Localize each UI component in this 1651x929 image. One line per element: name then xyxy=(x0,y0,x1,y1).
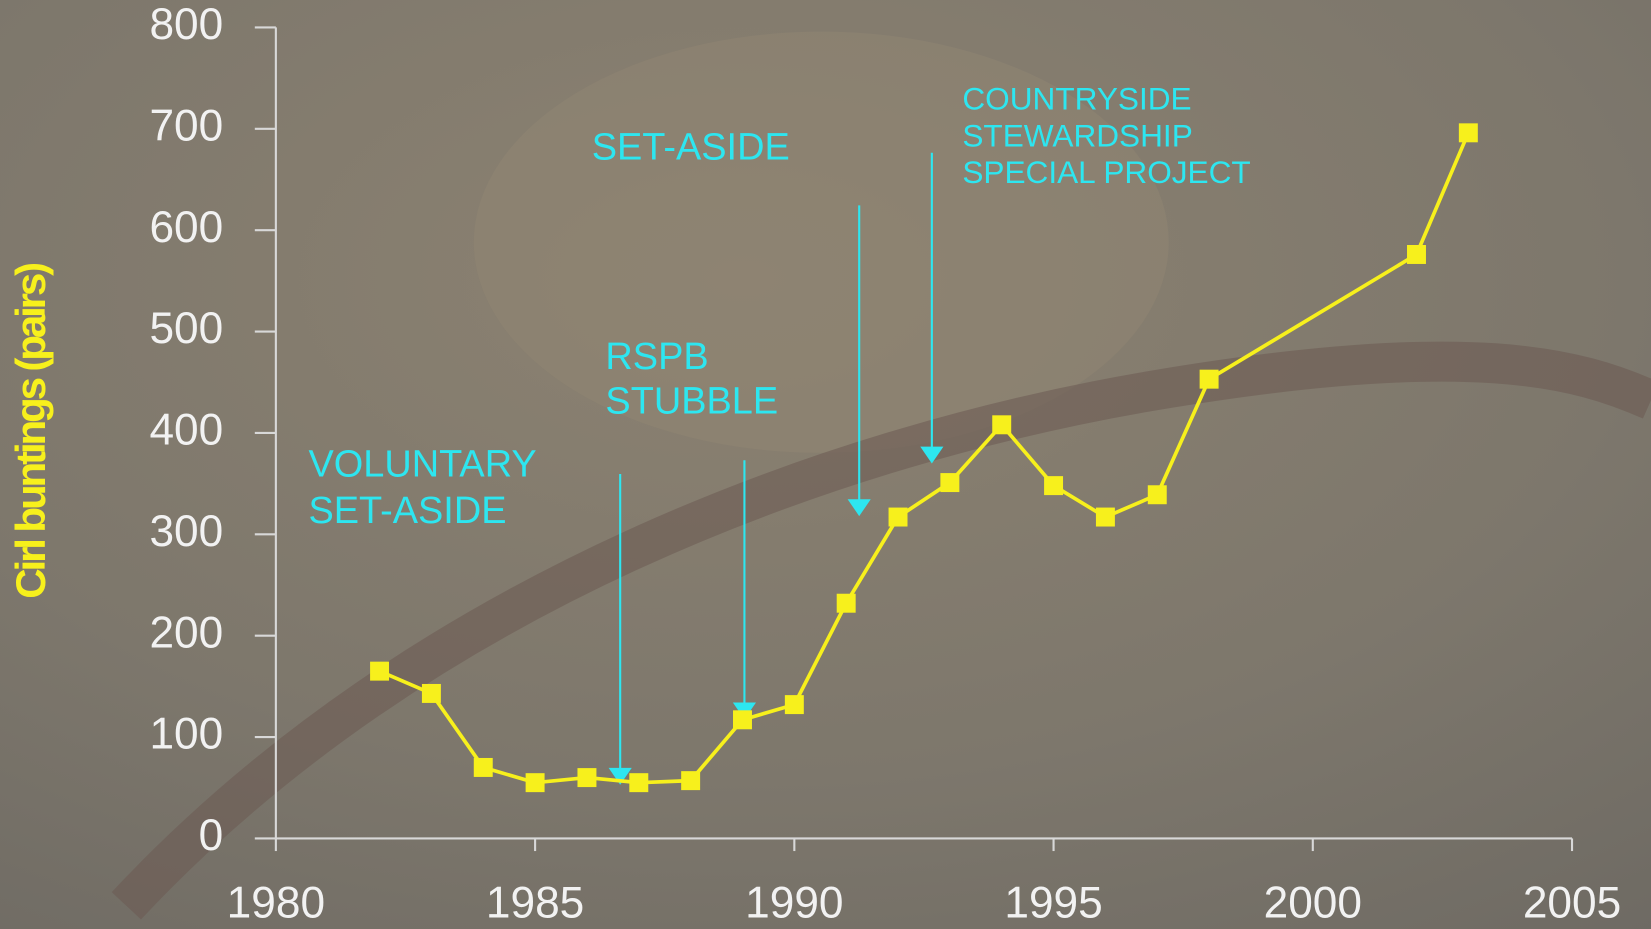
y-tick-label: 0 xyxy=(199,811,224,860)
data-point xyxy=(1407,245,1426,264)
y-tick-label: 800 xyxy=(149,0,223,49)
data-point xyxy=(422,684,441,703)
annotation-text: SET-ASIDE xyxy=(309,490,507,532)
y-tick-label: 300 xyxy=(149,507,223,556)
x-tick-label: 1985 xyxy=(486,879,584,928)
data-point xyxy=(629,773,648,792)
data-point xyxy=(681,771,700,790)
data-point xyxy=(370,662,389,681)
y-tick-label: 100 xyxy=(149,710,223,759)
x-tick-label: 2000 xyxy=(1264,879,1362,928)
annotation-text: STUBBLE xyxy=(605,380,778,422)
annotation-text: VOLUNTARY xyxy=(309,444,537,486)
data-point xyxy=(992,415,1011,434)
data-point xyxy=(577,768,596,787)
data-point xyxy=(785,695,804,714)
data-point xyxy=(889,508,908,527)
y-tick-label: 200 xyxy=(149,608,223,657)
chart: Cirl buntings (pairs) 0 100 200 300 400 500 60… xyxy=(0,0,1651,929)
data-point xyxy=(733,710,752,729)
data-point xyxy=(940,473,959,492)
annotation-text: SET-ASIDE xyxy=(592,127,790,169)
annotation-text: COUNTRYSIDE xyxy=(962,80,1191,116)
y-tick-label: 600 xyxy=(149,203,223,252)
data-point xyxy=(1148,485,1167,504)
x-tick-label: 1980 xyxy=(227,879,325,928)
annotation-text: RSPB xyxy=(605,336,708,378)
data-point xyxy=(837,594,856,613)
y-axis-title: Cirl buntings (pairs) xyxy=(7,264,54,599)
data-point xyxy=(1044,476,1063,495)
data-point xyxy=(1459,123,1478,142)
data-point xyxy=(526,773,545,792)
annotation-text: SPECIAL PROJECT xyxy=(962,154,1250,190)
data-point xyxy=(474,758,493,777)
x-tick-label: 1990 xyxy=(745,879,843,928)
page: Cirl buntings (pairs) 0 100 200 300 400 500 60… xyxy=(0,0,1651,929)
y-tick-label: 400 xyxy=(149,406,223,455)
annotation-text: STEWARDSHIP xyxy=(962,117,1192,153)
y-tick-label: 700 xyxy=(149,101,223,150)
y-tick-label: 500 xyxy=(149,304,223,353)
x-tick-label: 1995 xyxy=(1004,879,1102,928)
data-point xyxy=(1096,508,1115,527)
x-tick-label: 2005 xyxy=(1523,879,1621,928)
data-point xyxy=(1200,370,1219,389)
